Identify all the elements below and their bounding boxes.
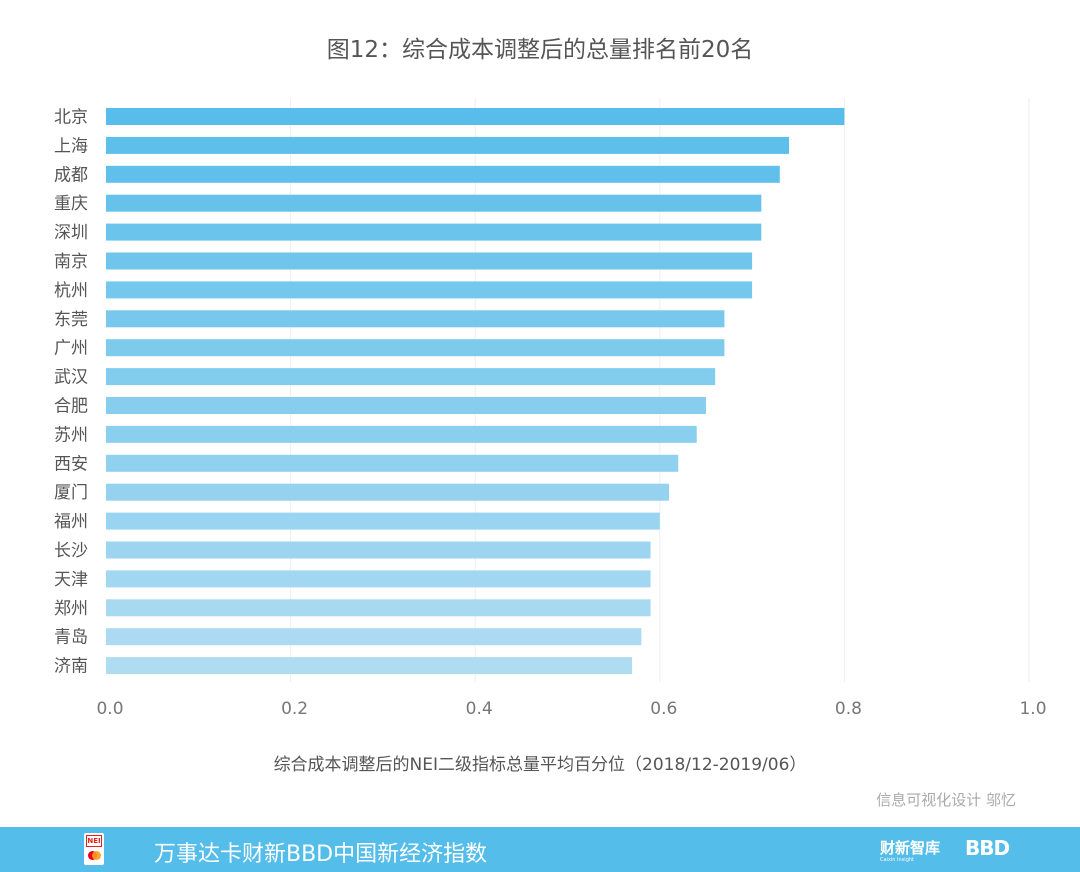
bar — [106, 657, 633, 675]
category-label: 成都 — [54, 165, 88, 185]
mastercard-yellow-circle — [92, 851, 101, 860]
bar — [106, 310, 725, 328]
bar — [106, 165, 780, 183]
category-label: 杭州 — [54, 281, 88, 301]
bar — [106, 136, 790, 154]
x-tick-label: 1.0 — [1019, 699, 1046, 719]
bar — [106, 397, 706, 414]
category-label: 西安 — [54, 454, 88, 474]
bar — [106, 108, 845, 125]
category-label: 东莞 — [54, 310, 88, 330]
category-label: 广州 — [54, 339, 88, 359]
designer-credit: 信息可视化设计 邬忆 — [876, 791, 1016, 809]
category-label: 重庆 — [54, 194, 88, 214]
category-label: 上海 — [54, 136, 88, 156]
category-label: 苏州 — [54, 425, 88, 445]
bar — [106, 454, 679, 472]
caixin-insight-logo-subtitle: Caixin Insight — [880, 857, 914, 863]
bar — [106, 339, 725, 357]
bar — [106, 570, 651, 588]
bar — [106, 281, 753, 299]
bar — [106, 425, 697, 443]
category-label: 济南 — [54, 657, 88, 677]
category-label: 合肥 — [54, 397, 88, 417]
chart-title: 图12：综合成本调整后的总量排名前20名 — [326, 37, 754, 63]
bar — [106, 223, 762, 241]
bar — [106, 628, 642, 646]
bar — [106, 194, 762, 212]
category-label: 郑州 — [54, 599, 88, 619]
caixin-insight-logo: 财新智库 — [880, 839, 941, 857]
category-label: 长沙 — [54, 541, 88, 561]
x-tick-label: 0.2 — [281, 699, 308, 719]
category-label: 深圳 — [54, 223, 88, 243]
footer-banner: NEI 万事达卡财新BBD中国新经济指数 财新智库 Caixin Insight… — [0, 827, 1080, 872]
bbd-logo: BBD — [965, 836, 1010, 860]
x-axis-label: 综合成本调整后的NEI二级指标总量平均百分位（2018/12-2019/06） — [273, 755, 807, 775]
bar — [106, 483, 670, 501]
bar — [106, 541, 651, 559]
bar — [106, 368, 716, 386]
category-label: 武汉 — [54, 368, 88, 388]
category-label: 南京 — [54, 252, 88, 272]
nei-logo-icon: NEI — [84, 833, 104, 865]
x-tick-label: 0.8 — [835, 699, 862, 719]
category-label: 厦门 — [54, 483, 88, 503]
bar-chart: 北京上海成都重庆深圳南京杭州东莞广州武汉合肥苏州西安厦门福州长沙天津郑州青岛济南… — [54, 98, 1047, 719]
nei-logo-text: NEI — [86, 835, 102, 847]
category-label: 天津 — [54, 570, 88, 590]
x-tick-label: 0.0 — [96, 699, 123, 719]
category-label: 北京 — [54, 108, 88, 128]
bar — [106, 512, 660, 530]
x-tick-label: 0.6 — [650, 699, 677, 719]
x-tick-label: 0.4 — [466, 699, 493, 719]
footer-title: 万事达卡财新BBD中国新经济指数 — [154, 842, 488, 867]
category-label: 福州 — [54, 512, 88, 532]
bar — [106, 599, 651, 617]
bar — [106, 252, 753, 270]
category-label: 青岛 — [54, 628, 88, 648]
